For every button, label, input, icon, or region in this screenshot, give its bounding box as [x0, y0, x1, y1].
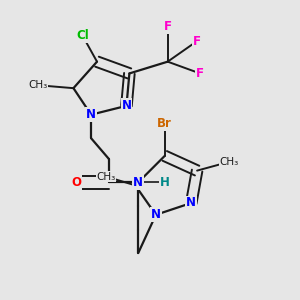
Text: O: O — [71, 176, 81, 189]
Text: CH₃: CH₃ — [220, 157, 239, 167]
Text: N: N — [151, 208, 161, 221]
Text: N: N — [86, 108, 96, 121]
Text: H: H — [160, 176, 170, 189]
Text: Br: Br — [157, 117, 172, 130]
Text: F: F — [196, 67, 204, 80]
Text: CH₃: CH₃ — [96, 172, 116, 182]
Text: F: F — [193, 34, 201, 48]
Text: N: N — [122, 99, 131, 112]
Text: F: F — [164, 20, 172, 33]
Text: N: N — [133, 176, 143, 189]
Text: CH₃: CH₃ — [28, 80, 48, 90]
Text: Cl: Cl — [76, 29, 89, 42]
Text: N: N — [186, 196, 196, 209]
